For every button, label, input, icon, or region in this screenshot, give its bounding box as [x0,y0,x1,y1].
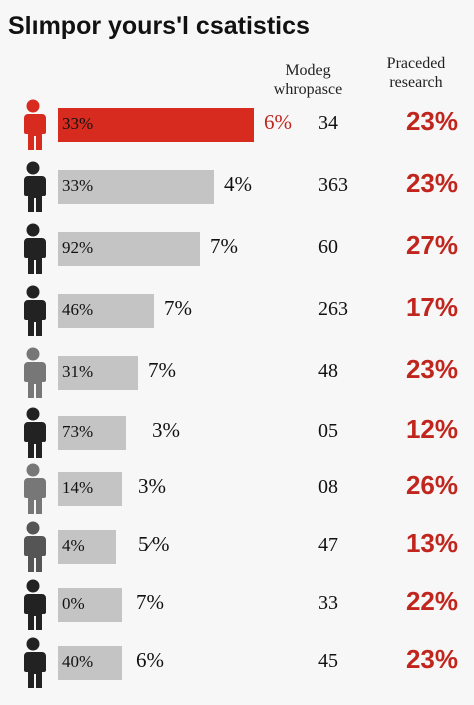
research-value: 23% [405,354,458,384]
bar [58,294,154,328]
table-row: 40% 6% 45 23% [0,636,474,696]
number-value: 45 [318,650,338,672]
research-value: 22% [405,586,458,616]
bar-label: 4% [62,536,85,555]
person-icon [18,98,48,152]
column-header-modeg: Modeg whropasce [262,61,354,99]
research-value: 27% [405,230,458,260]
table-row: 31% 7% 48 23% [0,346,474,406]
table-row: 33% 4% 363 23% [0,160,474,220]
bar [58,170,214,204]
chart-title: Slımpor yours'l csatistics [8,12,310,40]
table-row: 14% 3% 08 26% [0,462,474,522]
research-value: 17% [405,292,458,322]
percent-label: 6% [136,648,164,672]
bar [58,232,200,266]
percent-label: 7% [136,590,164,614]
person-icon [18,462,48,516]
person-icon [18,284,48,338]
person-icon [18,406,48,460]
bar [58,530,116,564]
percent-label: 4% [224,172,252,196]
bar-label: 92% [62,238,94,257]
person-icon [18,578,48,632]
table-row: 0% 7% 33 22% [0,578,474,638]
percent-label: 7% [210,234,238,258]
number-value: 05 [318,420,338,442]
number-value: 263 [318,298,348,320]
bar-label: 0% [62,594,85,613]
person-icon [18,520,48,574]
percent-label: 3% [138,474,166,498]
bar-label: 31% [62,362,94,381]
table-row: 33% 6% 34 23% [0,98,474,158]
bar-label: 14% [62,478,94,497]
table-row: 46% 7% 263 17% [0,284,474,344]
bar-label: 73% [62,422,94,441]
percent-label: 3% [152,418,180,442]
number-value: 34 [318,112,338,134]
column-header-modeg-line1: Modeg [285,62,331,79]
column-header-research-line1: Praceded [386,55,446,72]
percent-label: 5⁄% [138,532,170,556]
bar [58,108,254,142]
number-value: 33 [318,592,338,614]
research-value: 12% [405,414,458,444]
research-value: 13% [405,528,458,558]
bar [58,416,126,450]
research-value: 23% [405,106,458,136]
bar [58,472,122,506]
table-row: 73% 3% 05 12% [0,406,474,466]
person-icon [18,346,48,400]
person-icon [18,222,48,276]
column-header-research: Praceded research [368,54,464,92]
bar-label: 46% [62,300,94,319]
table-row: 4% 5⁄% 47 13% [0,520,474,580]
table-row: 92% 7% 60 27% [0,222,474,282]
number-value: 47 [318,534,338,556]
percent-label: 7% [164,296,192,320]
person-icon [18,636,48,690]
person-icon [18,160,48,214]
number-value: 60 [318,236,338,258]
bar-label: 33% [62,114,94,133]
bar [58,646,122,680]
research-value: 26% [405,470,458,500]
bar-label: 40% [62,652,94,671]
column-header-modeg-line2: whropasce [273,81,343,98]
number-value: 363 [318,174,348,196]
percent-label: 6% [264,110,292,134]
research-value: 23% [405,644,458,674]
bar-label: 33% [62,176,94,195]
number-value: 08 [318,476,338,498]
number-value: 48 [318,360,338,382]
research-value: 23% [405,168,458,198]
percent-label: 7% [148,358,176,382]
bar [58,588,122,622]
bar [58,356,138,390]
column-header-research-line2: research [389,74,443,91]
